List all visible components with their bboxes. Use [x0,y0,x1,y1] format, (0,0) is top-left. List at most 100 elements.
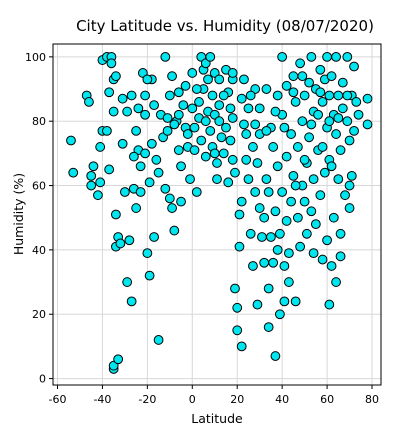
data-point [218,90,229,101]
data-point [214,100,225,111]
data-point [227,68,238,78]
data-point [122,277,133,287]
data-point [349,61,359,72]
y-tick-label: 100 [25,51,46,64]
data-point [135,161,146,172]
data-point [221,122,231,133]
data-point [176,196,186,207]
data-point [84,97,94,107]
data-point [337,103,348,114]
data-point [241,154,252,165]
data-point [290,180,301,191]
data-point [261,84,272,94]
data-point [270,106,281,117]
data-point [306,206,317,217]
data-point [95,142,106,152]
data-point [102,125,112,136]
data-point [146,138,157,149]
data-point [248,142,258,152]
x-tick-label: 20 [230,393,244,406]
data-point [362,93,373,104]
data-point [335,251,346,262]
data-point [337,77,348,88]
data-point [239,74,249,85]
data-point [128,151,139,162]
data-point [259,212,270,223]
data-point [223,177,234,188]
data-point [93,190,103,201]
data-point [270,206,281,217]
data-point [167,203,177,213]
data-point [279,122,290,133]
data-point [232,325,243,336]
data-point [322,235,332,246]
data-point [250,119,261,130]
data-point [140,90,151,101]
x-tick-label: -40 [93,393,111,406]
data-point [111,209,121,220]
x-axis-ticks: -60 -40 -20 0 20 40 60 80 [49,385,379,406]
data-point [254,103,265,114]
data-point [317,97,328,107]
data-point [351,97,362,107]
data-point [227,113,238,123]
data-point [227,154,238,165]
data-point [160,51,171,62]
data-point [344,135,355,146]
data-point [257,232,267,242]
data-point [268,257,279,268]
data-point [113,354,124,365]
data-point [333,113,344,123]
data-point [324,90,335,101]
y-tick-label: 0 [39,373,46,386]
data-point [297,116,308,127]
data-point [283,248,294,259]
data-point [295,58,306,69]
data-point [187,103,198,114]
data-point [328,212,339,223]
data-point [126,296,137,307]
data-point [346,170,357,181]
data-point [279,261,290,271]
data-point [344,180,355,191]
data-point [200,116,211,127]
data-point [277,187,288,197]
data-point [324,116,335,127]
data-point [292,142,303,152]
data-point [131,125,142,136]
data-point [272,161,283,172]
data-point [212,174,222,185]
data-point [153,167,164,178]
data-point [286,196,297,207]
data-point [250,187,261,197]
data-point [297,71,308,82]
data-point [153,335,164,345]
data-point [180,80,191,91]
data-point [268,142,279,152]
y-axis-label: Humidity (%) [11,173,26,255]
data-point [104,87,115,98]
data-point [151,154,162,165]
data-point [349,125,359,136]
data-point [176,161,186,172]
data-point [252,158,263,168]
data-point [108,106,119,117]
data-point [299,90,310,101]
data-point [272,244,283,255]
data-point [119,187,130,197]
data-point [306,51,317,62]
data-point [236,93,247,104]
data-point [331,277,341,287]
data-point [216,132,227,143]
data-point [182,129,193,139]
data-point [295,241,306,252]
data-point [333,174,344,185]
data-point [277,51,288,62]
data-point [288,71,299,82]
data-point [322,51,332,62]
data-point [333,90,344,101]
data-point [135,187,146,197]
data-point [88,161,99,172]
data-point [259,257,270,268]
